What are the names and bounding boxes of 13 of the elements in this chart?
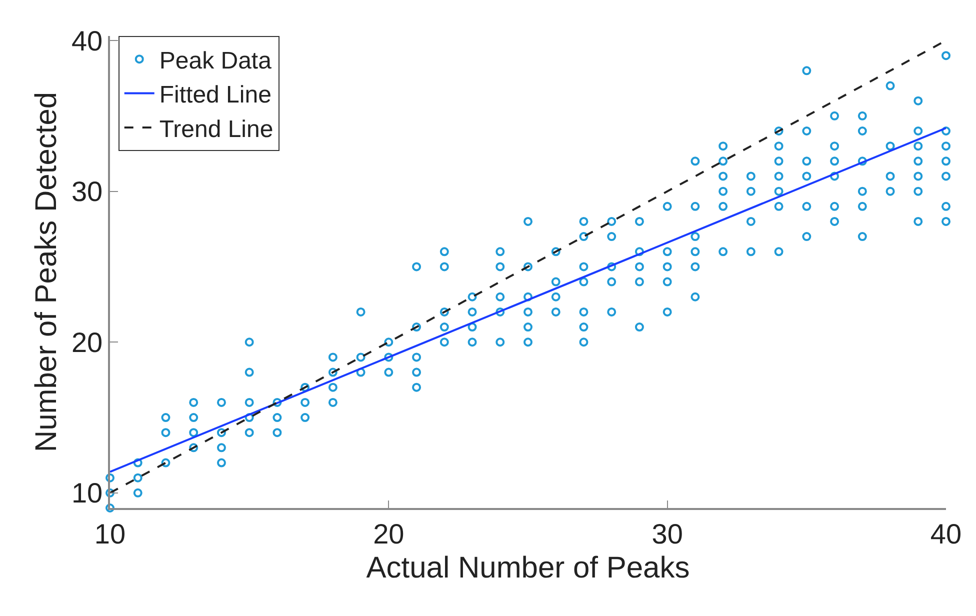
x-tick-label: 20 [373, 518, 404, 550]
legend-label: Peak Data [159, 47, 272, 74]
y-axis-title: Number of Peaks Detected [30, 92, 63, 452]
y-tick-label: 40 [71, 25, 103, 56]
y-tick-label: 20 [71, 326, 103, 358]
y-tick-label: 30 [71, 176, 103, 208]
y-tick-label: 10 [71, 478, 103, 509]
x-tick-label: 10 [94, 518, 126, 550]
x-axis-title: Actual Number of Peaks [366, 551, 690, 584]
x-tick-label: 30 [652, 518, 683, 550]
legend-label: Trend Line [159, 116, 274, 143]
legend-label: Fitted Line [159, 82, 272, 109]
x-tick-label: 40 [930, 518, 962, 550]
